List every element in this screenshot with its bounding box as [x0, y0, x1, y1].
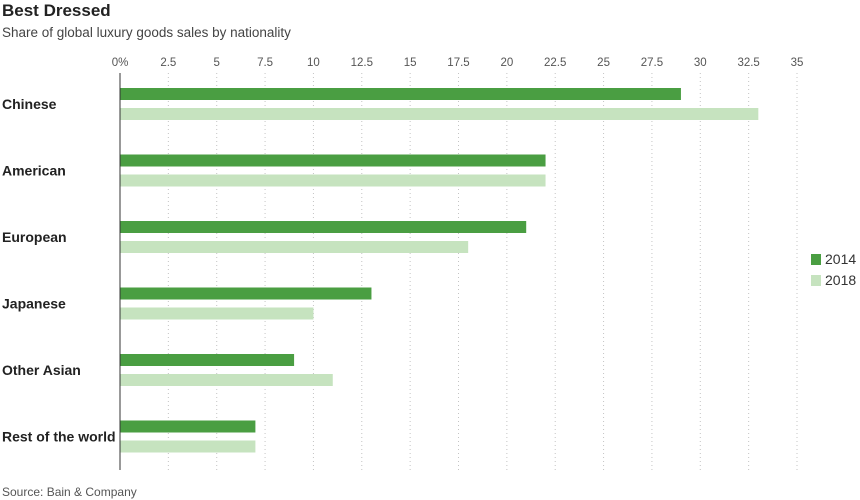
category-labels: Chinese American European Japanese Other Asi… — [2, 96, 116, 445]
bar-japanese-2018 — [120, 307, 314, 320]
category-label-other-asian: Other Asian — [2, 362, 81, 378]
category-label-american: American — [2, 163, 66, 179]
legend: 2014 2018 — [811, 251, 856, 288]
x-tick-label: 17.5 — [447, 57, 469, 69]
category-label-rest-of-the-world: Rest of the world — [2, 429, 116, 445]
x-tick-label: 20 — [500, 57, 513, 69]
bar-european-2014 — [120, 221, 527, 233]
bar-rest-of-the-world-2018 — [120, 440, 256, 453]
x-tick-label: 12.5 — [351, 57, 373, 69]
chart-title: Best Dressed — [2, 1, 111, 20]
legend-swatch-2014 — [811, 254, 821, 265]
bar-other-asian-2018 — [120, 374, 333, 386]
x-tick-label: 30 — [694, 57, 707, 69]
x-tick-label: 0% — [112, 57, 129, 69]
bar-chinese-2014 — [120, 88, 681, 100]
x-tick-label: 27.5 — [641, 57, 663, 69]
x-axis-tick-labels: 0% 2.5 5 7.5 10 12.5 15 17.5 20 22.5 25 27.5 30 32.5 3… — [112, 57, 804, 69]
legend-label-2018: 2018 — [825, 272, 856, 288]
chart-subtitle: Share of global luxury goods sales by na… — [2, 25, 291, 40]
x-tick-label: 10 — [307, 57, 320, 69]
category-label-chinese: Chinese — [2, 96, 57, 112]
category-label-japanese: Japanese — [2, 296, 66, 312]
bar-japanese-2014 — [120, 287, 372, 300]
category-label-european: European — [2, 229, 67, 245]
legend-swatch-2018 — [811, 275, 821, 286]
x-tick-label: 15 — [404, 57, 417, 69]
x-tick-label: 25 — [597, 57, 610, 69]
x-tick-label: 22.5 — [544, 57, 566, 69]
x-tick-label: 32.5 — [737, 57, 759, 69]
bar-chinese-2018 — [120, 108, 759, 120]
bar-rest-of-the-world-2014 — [120, 420, 256, 433]
bar-european-2018 — [120, 241, 469, 253]
bars — [120, 88, 759, 453]
x-tick-label: 2.5 — [160, 57, 176, 69]
bar-american-2014 — [120, 154, 546, 167]
bar-american-2018 — [120, 174, 546, 187]
legend-label-2014: 2014 — [825, 251, 856, 267]
gridlines — [167, 73, 798, 470]
x-tick-label: 35 — [791, 57, 804, 69]
bar-other-asian-2014 — [120, 354, 295, 366]
x-tick-label: 7.5 — [257, 57, 273, 69]
x-tick-label: 5 — [214, 57, 220, 69]
source-note: Source: Bain & Company — [2, 485, 137, 499]
